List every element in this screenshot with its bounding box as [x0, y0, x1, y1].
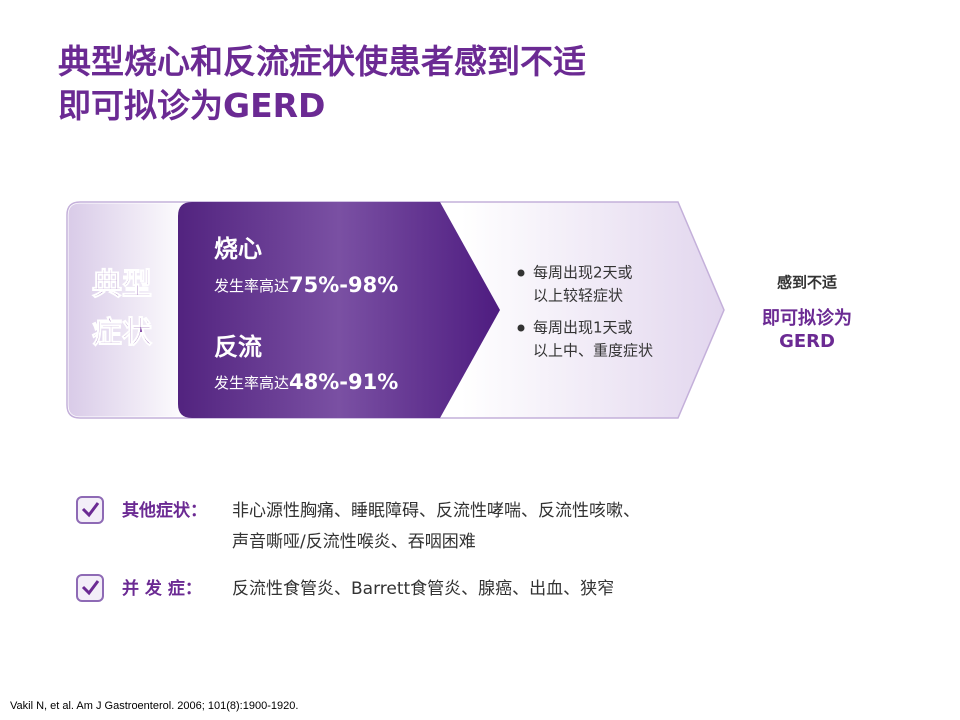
rate-value: 48%-91% — [289, 370, 398, 394]
bullet — [517, 269, 525, 277]
rate-label: 发生率高达 — [214, 277, 289, 295]
list-text: 反流性食管炎、Barrett食管炎、腺癌、出血、狭窄 — [232, 579, 614, 599]
rate-label: 发生率高达 — [214, 374, 289, 392]
bullet-text: 每周出现1天或 — [533, 319, 633, 337]
result-text: 感到不适 — [777, 274, 837, 292]
list-text: 声音嘶哑/反流性喉炎、吞咽困难 — [232, 532, 476, 552]
symptom-name: 反流 — [214, 333, 262, 361]
footnote: Vakil N, et al. Am J Gastroenterol. 2006… — [10, 700, 298, 712]
result-text: GERD — [779, 331, 835, 352]
bullet — [517, 324, 525, 332]
list-label: 并 发 症： — [122, 578, 202, 599]
list-label: 其他症状： — [122, 500, 207, 521]
bullet-text: 每周出现2天或 — [533, 264, 633, 282]
title-line: 典型烧心和反流症状使患者感到不适 — [58, 42, 586, 81]
bullet-text: 以上中、重度症状 — [533, 342, 653, 360]
typical-label: 症状 — [92, 316, 153, 351]
symptom-name: 烧心 — [214, 235, 262, 263]
symptom-rate: 发生率高达75%-98% — [214, 273, 398, 297]
list-text: 非心源性胸痛、睡眠障碍、反流性哮喘、反流性咳嗽、 — [232, 501, 640, 521]
left-panel — [68, 203, 190, 417]
checkbox-icon — [76, 496, 104, 524]
bullet-text: 以上较轻症状 — [533, 287, 623, 305]
result-text: 即可拟诊为 — [762, 307, 852, 329]
typical-label: 典型 — [92, 268, 152, 303]
symptom-rate: 发生率高达48%-91% — [214, 370, 398, 394]
dark-arrow — [178, 202, 500, 418]
title-line: 即可拟诊为GERD — [58, 86, 326, 125]
rate-value: 75%-98% — [289, 273, 398, 297]
checkbox-icon — [76, 574, 104, 602]
